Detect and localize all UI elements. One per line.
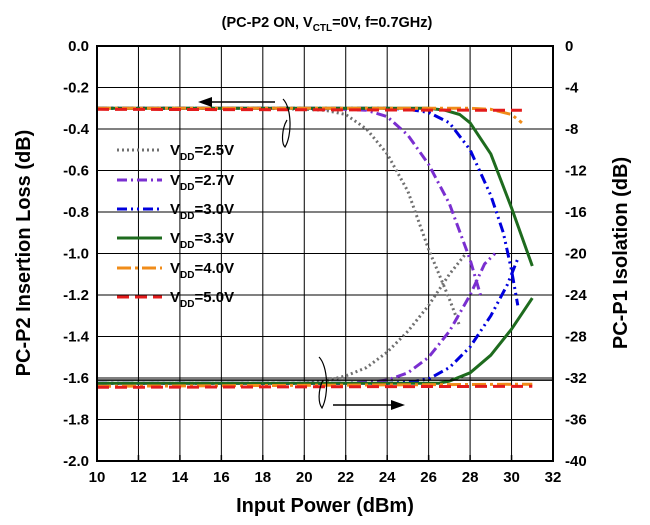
chart-title: (PC-P2 ON, VCTL=0V, f=0.7GHz) <box>222 15 433 34</box>
x-tick-label: 28 <box>462 469 479 486</box>
y-right-tick-label: -20 <box>565 246 587 263</box>
y-left-tick-label: -0.4 <box>63 121 90 138</box>
series-3-3v <box>97 106 534 385</box>
x-tick-label: 32 <box>545 469 562 486</box>
legend-label: VDD=3.0V <box>170 201 234 222</box>
isolation-line <box>96 384 533 389</box>
isolation-line <box>97 258 520 385</box>
legend-label: VDD=2.5V <box>170 142 234 163</box>
grid <box>97 46 553 461</box>
y-left-tick-label: -1.4 <box>63 329 90 346</box>
insertion-loss-line <box>97 106 523 124</box>
legend-label: VDD=4.0V <box>170 260 234 281</box>
isolation-line <box>97 297 534 385</box>
y-left-axis-title: PC-P2 Insertion Loss (dB) <box>13 130 35 377</box>
ticks: 10 12 14 16 18 20 22 24 26 28 30 32 0.0 -0.2 -0.4 -0.6 -… <box>63 38 587 486</box>
y-right-tick-label: -4 <box>565 80 579 97</box>
y-right-axis-title: PC-P1 Isolation (dB) <box>610 157 632 349</box>
left-axis-arrowhead <box>198 97 212 107</box>
title-suffix: =0V, f=0.7GHz) <box>332 15 432 31</box>
legend-label: VDD=2.7V <box>170 172 234 193</box>
y-right-tick-label: -28 <box>565 329 587 346</box>
legend-label: VDD=5.0V <box>170 289 234 310</box>
y-right-tick-label: -16 <box>565 204 587 221</box>
x-tick-label: 18 <box>254 469 271 486</box>
y-right-tick-label: -8 <box>565 121 578 138</box>
series-4-0v <box>96 106 533 388</box>
y-right-tick-label: -40 <box>565 453 587 470</box>
legend-entry: VDD=2.7V <box>117 172 234 193</box>
isolation-line <box>97 252 468 385</box>
legend-entry: VDD=2.5V <box>117 142 234 163</box>
y-left-tick-label: -1.0 <box>63 246 89 263</box>
x-tick-label: 24 <box>379 469 396 486</box>
series-2-7v <box>97 106 497 385</box>
insertion-loss-line <box>97 106 534 267</box>
y-right-tick-label: 0 <box>565 38 573 55</box>
y-right-tick-label: -24 <box>565 287 587 304</box>
legend: VDD=2.5V VDD=2.7V VDD=3.0V VDD=3.3V VDD=4.0V… <box>117 142 234 310</box>
y-right-tick-label: -36 <box>565 412 587 429</box>
x-tick-label: 22 <box>337 469 354 486</box>
series-3-0v <box>97 106 520 385</box>
x-tick-label: 14 <box>172 469 189 486</box>
x-tick-label: 12 <box>130 469 147 486</box>
legend-entry: VDD=4.0V <box>117 260 234 281</box>
series-5-0v <box>96 107 533 389</box>
x-axis-title: Input Power (dBm) <box>236 495 414 517</box>
x-tick-label: 10 <box>89 469 106 486</box>
y-right-tick-label: -32 <box>565 370 587 387</box>
x-tick-label: 26 <box>420 469 437 486</box>
y-right-tick-label: -12 <box>565 163 587 180</box>
legend-entry: VDD=3.3V <box>117 230 234 251</box>
y-left-tick-label: -0.2 <box>63 80 89 97</box>
y-left-tick-label: 0.0 <box>68 38 89 55</box>
upper-curve-marker <box>281 98 291 148</box>
plot-frame <box>96 45 554 462</box>
lower-curve-marker <box>318 356 328 410</box>
x-tick-label: 30 <box>503 469 520 486</box>
isolation-line <box>96 382 533 388</box>
insertion-loss-line <box>97 106 520 306</box>
annotations <box>97 97 553 410</box>
y-left-tick-label: -1.2 <box>63 287 89 304</box>
isolation-line <box>97 252 497 385</box>
series-layer <box>96 106 534 389</box>
y-left-tick-label: -0.6 <box>63 163 89 180</box>
y-left-tick-label: -1.6 <box>63 370 89 387</box>
y-left-tick-label: -1.8 <box>63 412 89 429</box>
x-tick-label: 16 <box>213 469 230 486</box>
legend-entry: VDD=5.0V <box>117 289 234 310</box>
right-axis-arrowhead <box>391 400 405 410</box>
y-left-tick-label: -0.8 <box>63 204 89 221</box>
insertion-loss-line <box>97 106 462 327</box>
title-subscript: CTL <box>313 23 332 34</box>
y-left-tick-label: -2.0 <box>63 453 89 470</box>
legend-label: VDD=3.3V <box>170 230 234 251</box>
x-tick-label: 20 <box>296 469 313 486</box>
